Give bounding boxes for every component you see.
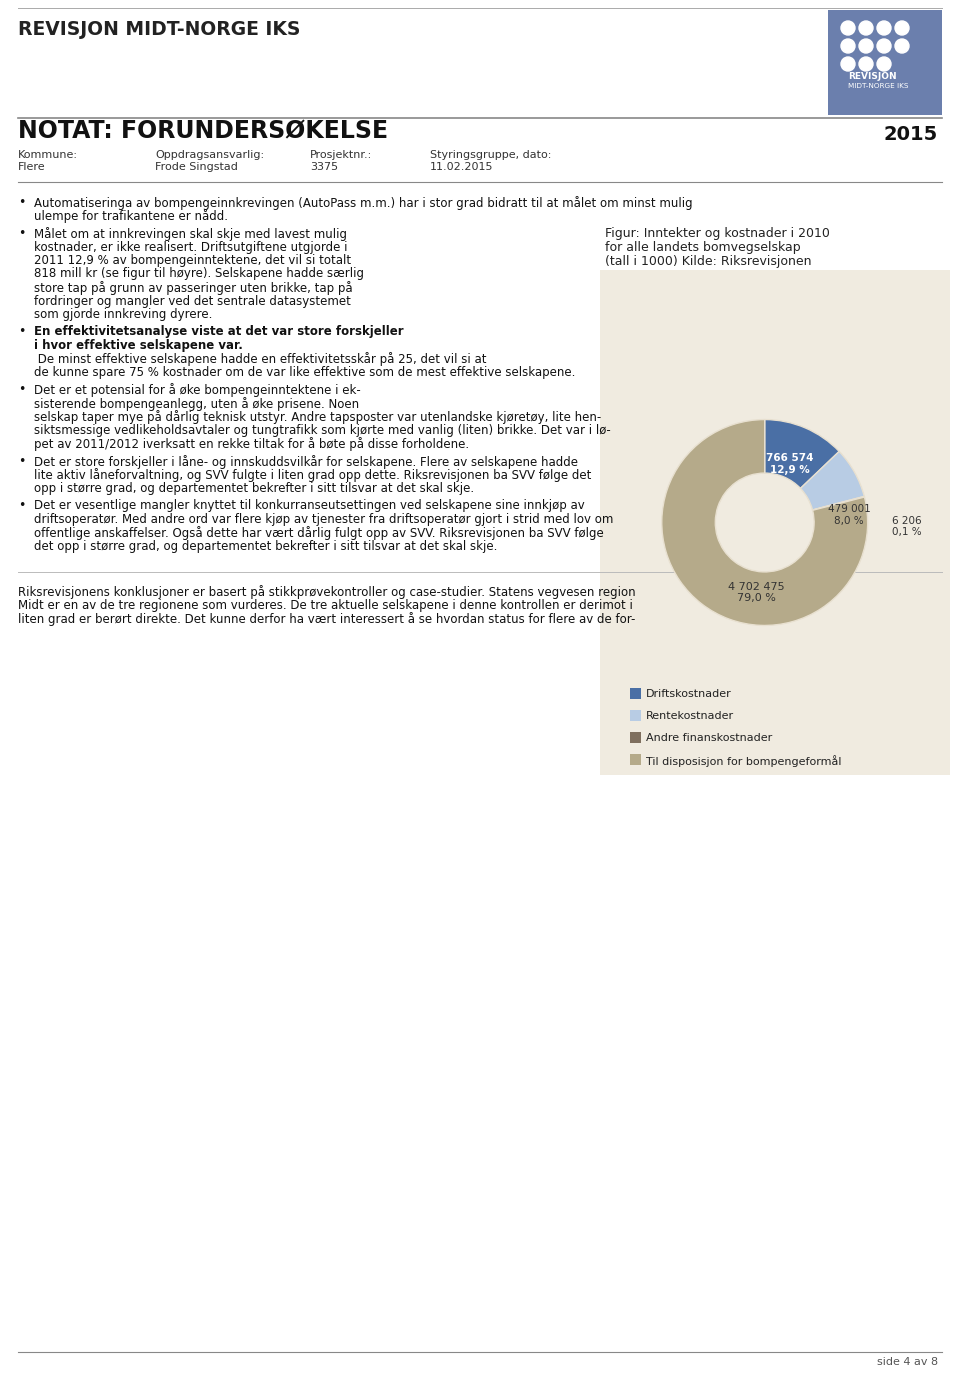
Text: •: • [18,455,25,469]
Text: REVISJON MIDT-NORGE IKS: REVISJON MIDT-NORGE IKS [18,21,300,38]
Text: Driftskostnader: Driftskostnader [646,688,732,699]
Text: •: • [18,500,25,513]
Text: •: • [18,383,25,397]
Text: 479 001
8,0 %: 479 001 8,0 % [828,504,871,526]
Circle shape [877,56,891,71]
Circle shape [841,21,855,34]
Text: ulempe for trafikantene er nådd.: ulempe for trafikantene er nådd. [34,209,228,224]
Text: 2015: 2015 [884,125,938,144]
Text: MIDT-NORGE IKS: MIDT-NORGE IKS [848,82,908,89]
Text: Det er et potensial for å øke bompengeinntektene i ek-: Det er et potensial for å øke bompengein… [34,383,361,397]
Text: NOTAT: FORUNDERSØKELSE: NOTAT: FORUNDERSØKELSE [18,120,388,143]
Circle shape [895,21,909,34]
Text: Riksrevisjonens konklusjoner er basert på stikkprøvekontroller og case-studier. : Riksrevisjonens konklusjoner er basert p… [18,585,636,599]
Text: de kunne spare 75 % kostnader om de var like effektive som de mest effektive sel: de kunne spare 75 % kostnader om de var … [34,365,575,379]
Circle shape [859,21,873,34]
Text: opp i større grad, og departementet bekrefter i sitt tilsvar at det skal skje.: opp i større grad, og departementet bekr… [34,482,474,495]
Text: side 4 av 8: side 4 av 8 [876,1358,938,1367]
Text: i hvor effektive selskapene var.: i hvor effektive selskapene var. [34,339,243,352]
Wedge shape [812,496,864,510]
Circle shape [841,38,855,54]
Text: Det er vesentlige mangler knyttet til konkurranseutsettingen ved selskapene sine: Det er vesentlige mangler knyttet til ko… [34,500,585,513]
Circle shape [859,38,873,54]
Text: •: • [18,196,25,209]
Text: 818 mill kr (se figur til høyre). Selskapene hadde særlig: 818 mill kr (se figur til høyre). Selska… [34,268,364,280]
Wedge shape [661,419,868,625]
Text: liten grad er berørt direkte. Det kunne derfor ha vært interessert å se hvordan : liten grad er berørt direkte. Det kunne … [18,613,636,627]
Text: Til disposisjon for bompengeformål: Til disposisjon for bompengeformål [646,754,842,767]
FancyBboxPatch shape [630,710,641,721]
Text: kostnader, er ikke realisert. Driftsutgiftene utgjorde i: kostnader, er ikke realisert. Driftsutgi… [34,240,348,253]
Text: som gjorde innkreving dyrere.: som gjorde innkreving dyrere. [34,308,212,322]
Text: store tap på grunn av passeringer uten brikke, tap på: store tap på grunn av passeringer uten b… [34,282,352,295]
Text: offentlige anskaffelser. Også dette har vært dårlig fulgt opp av SVV. Riksrevisj: offentlige anskaffelser. Også dette har … [34,526,604,540]
Text: selskap taper mye på dårlig teknisk utstyr. Andre tapsposter var utenlandske kjø: selskap taper mye på dårlig teknisk utst… [34,411,601,425]
Text: De minst effektive selskapene hadde en effektivitetsskår på 25, det vil si at: De minst effektive selskapene hadde en e… [34,353,487,367]
Text: Kommune:: Kommune: [18,150,78,159]
FancyBboxPatch shape [600,271,950,775]
Text: REVISJON: REVISJON [848,71,897,81]
FancyBboxPatch shape [828,10,942,115]
Circle shape [859,56,873,71]
Text: Andre finanskostnader: Andre finanskostnader [646,732,772,743]
Text: Oppdragsansvarlig:: Oppdragsansvarlig: [155,150,264,159]
Text: 4 702 475
79,0 %: 4 702 475 79,0 % [728,581,784,603]
Text: Midt er en av de tre regionene som vurderes. De tre aktuelle selskapene i denne : Midt er en av de tre regionene som vurde… [18,599,633,611]
Text: Flere: Flere [18,162,46,172]
Text: (tall i 1000) Kilde: Riksrevisjonen: (tall i 1000) Kilde: Riksrevisjonen [605,256,811,268]
Wedge shape [765,419,839,488]
Wedge shape [801,452,864,510]
Text: Figur: Inntekter og kostnader i 2010: Figur: Inntekter og kostnader i 2010 [605,227,829,240]
Text: 6 206
0,1 %: 6 206 0,1 % [892,515,922,537]
Text: driftsoperatør. Med andre ord var flere kjøp av tjenester fra driftsoperatør gjo: driftsoperatør. Med andre ord var flere … [34,513,613,526]
Text: Det er store forskjeller i låne- og innskuddsvilkår for selskapene. Flere av sel: Det er store forskjeller i låne- og inns… [34,455,578,469]
Text: 3375: 3375 [310,162,338,172]
Text: Styringsgruppe, dato:: Styringsgruppe, dato: [430,150,551,159]
Circle shape [895,38,909,54]
Text: sisterende bompengeanlegg, uten å øke prisene. Noen: sisterende bompengeanlegg, uten å øke pr… [34,397,359,411]
Circle shape [877,21,891,34]
Text: 11.02.2015: 11.02.2015 [430,162,493,172]
Text: lite aktiv låneforvaltning, og SVV fulgte i liten grad opp dette. Riksrevisjonen: lite aktiv låneforvaltning, og SVV fulgt… [34,469,591,482]
Text: det opp i større grad, og departementet bekrefter i sitt tilsvar at det skal skj: det opp i større grad, og departementet … [34,540,497,552]
Text: Rentekostnader: Rentekostnader [646,710,734,721]
Text: Automatiseringa av bompengeinnkrevingen (AutoPass m.m.) har i stor grad bidratt : Automatiseringa av bompengeinnkrevingen … [34,196,692,210]
Text: En effektivitetsanalyse viste at det var store forskjeller: En effektivitetsanalyse viste at det var… [34,326,403,338]
Text: 766 574
12,9 %: 766 574 12,9 % [766,453,813,474]
Text: 2011 12,9 % av bompengeinntektene, det vil si totalt: 2011 12,9 % av bompengeinntektene, det v… [34,254,351,267]
Text: fordringer og mangler ved det sentrale datasystemet: fordringer og mangler ved det sentrale d… [34,294,350,308]
Text: for alle landets bomvegselskap: for alle landets bomvegselskap [605,240,801,254]
Text: pet av 2011/2012 iverksatt en rekke tiltak for å bøte på disse forholdene.: pet av 2011/2012 iverksatt en rekke tilt… [34,437,469,452]
Circle shape [841,56,855,71]
Circle shape [877,38,891,54]
Text: Frode Singstad: Frode Singstad [155,162,238,172]
FancyBboxPatch shape [630,732,641,743]
FancyBboxPatch shape [630,688,641,699]
Text: •: • [18,326,25,338]
Text: Prosjektnr.:: Prosjektnr.: [310,150,372,159]
Text: siktsmessige vedlikeholdsavtaler og tungtrafikk som kjørte med vanlig (liten) br: siktsmessige vedlikeholdsavtaler og tung… [34,425,611,437]
Text: Målet om at innkrevingen skal skje med lavest mulig: Målet om at innkrevingen skal skje med l… [34,227,347,240]
FancyBboxPatch shape [630,754,641,765]
Text: •: • [18,227,25,240]
